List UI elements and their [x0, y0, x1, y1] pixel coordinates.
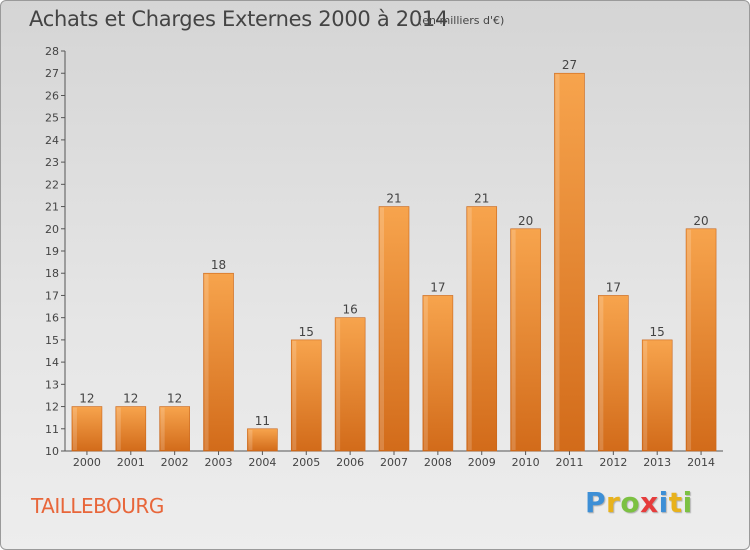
labels: 2000 12 2001 12 2002 12 2003 18 2004 11 2005 15 2006… [73, 58, 715, 469]
bar-highlight [380, 207, 384, 450]
bar-highlight [511, 229, 516, 450]
bar-2002 [159, 406, 190, 452]
commune-name: TAILLEBOURG [31, 494, 164, 518]
x-tick-label: 2002 [161, 456, 189, 469]
bar-2001 [115, 406, 147, 452]
data-label: 17 [430, 280, 445, 294]
x-tick-label: 2008 [424, 456, 452, 469]
logo-letter: t [668, 486, 683, 519]
bar-highlight [160, 407, 165, 450]
x-tick-label: 2001 [117, 456, 145, 469]
y-tick-label: 15 [45, 334, 59, 347]
bar-highlight [687, 229, 692, 450]
bar-highlight [72, 407, 77, 450]
logo-letter: P [585, 486, 607, 519]
x-tick-label: 2013 [643, 456, 671, 469]
bar-2000 [71, 406, 103, 452]
y-tick-label: 24 [45, 134, 59, 147]
bar-highlight [467, 207, 472, 450]
x-tick-label: 2000 [73, 456, 101, 469]
x-tick-label: 2005 [292, 456, 320, 469]
bar-highlight [336, 318, 341, 450]
data-label: 12 [167, 392, 182, 406]
bar-highlight [423, 296, 428, 450]
data-label: 17 [606, 280, 621, 294]
chart-unit: (en milliers d'€) [418, 14, 505, 27]
data-label: 20 [693, 214, 708, 228]
chart-title: Achats et Charges Externes 2000 à 2014 [29, 7, 449, 31]
x-tick-label: 2012 [599, 456, 627, 469]
y-tick-label: 17 [45, 289, 59, 302]
y-tick-label: 23 [45, 156, 59, 169]
bar-2007 [378, 206, 410, 452]
bar-2006 [334, 317, 366, 452]
logo-letter: r [606, 486, 621, 519]
proxiti-logo[interactable]: Proxiti [585, 486, 693, 519]
logo-letter: o [620, 486, 641, 519]
bar-2005 [290, 339, 322, 452]
bar-2014 [685, 228, 717, 452]
bar-2003 [203, 272, 234, 452]
data-label: 15 [650, 325, 665, 339]
y-tick-label: 13 [45, 378, 59, 391]
bar-highlight [204, 274, 209, 450]
bar-2012 [598, 295, 629, 452]
bars [71, 72, 717, 452]
y-tick-label: 28 [45, 45, 59, 58]
y-tick-label: 22 [45, 178, 59, 191]
bar-highlight [599, 296, 604, 450]
bar-2009 [466, 206, 498, 452]
y-tick-label: 12 [45, 401, 59, 414]
data-label: 27 [562, 58, 577, 72]
y-tick-label: 10 [45, 445, 59, 458]
logo-letter: i [658, 486, 669, 519]
bar-2008 [422, 295, 454, 452]
data-label: 11 [255, 414, 270, 428]
y-tick-label: 25 [45, 112, 59, 125]
y-tick-label: 26 [45, 89, 59, 102]
y-tick-label: 18 [45, 267, 59, 280]
bar-highlight [292, 340, 297, 450]
x-tick-label: 2010 [512, 456, 540, 469]
axes: 10 11 12 13 14 15 16 17 18 19 20 21 22 23 24 25 26 27 28 [45, 45, 723, 458]
bar-highlight [643, 340, 648, 450]
x-tick-label: 2007 [380, 456, 408, 469]
bar-2004 [247, 428, 278, 452]
y-tick-label: 20 [45, 223, 59, 236]
data-label: 12 [123, 392, 138, 406]
y-tick-label: 21 [45, 201, 59, 214]
x-tick-label: 2011 [555, 456, 583, 469]
x-tick-label: 2014 [687, 456, 715, 469]
data-label: 16 [342, 303, 357, 317]
x-tick-label: 2006 [336, 456, 364, 469]
data-label: 21 [386, 192, 401, 206]
x-tick-label: 2009 [468, 456, 496, 469]
logo-letter: x [640, 486, 659, 519]
x-tick-label: 2003 [205, 456, 233, 469]
logo-letter: i [682, 486, 693, 519]
y-tick-label: 19 [45, 245, 59, 258]
x-tick-label: 2004 [248, 456, 276, 469]
bar-highlight [248, 429, 253, 450]
y-tick-label: 16 [45, 312, 59, 325]
bar-2010 [510, 228, 541, 452]
y-tick-label: 11 [45, 423, 59, 436]
y-tick-label: 27 [45, 67, 59, 80]
y-tick-label: 14 [45, 356, 59, 369]
data-label: 20 [518, 214, 533, 228]
data-label: 18 [211, 258, 226, 272]
data-label: 12 [79, 392, 94, 406]
bar-highlight [555, 74, 560, 450]
bar-2011 [554, 72, 585, 452]
bar-2013 [641, 339, 673, 452]
bar-highlight [116, 407, 121, 450]
data-label: 21 [474, 192, 489, 206]
data-label: 15 [299, 325, 314, 339]
